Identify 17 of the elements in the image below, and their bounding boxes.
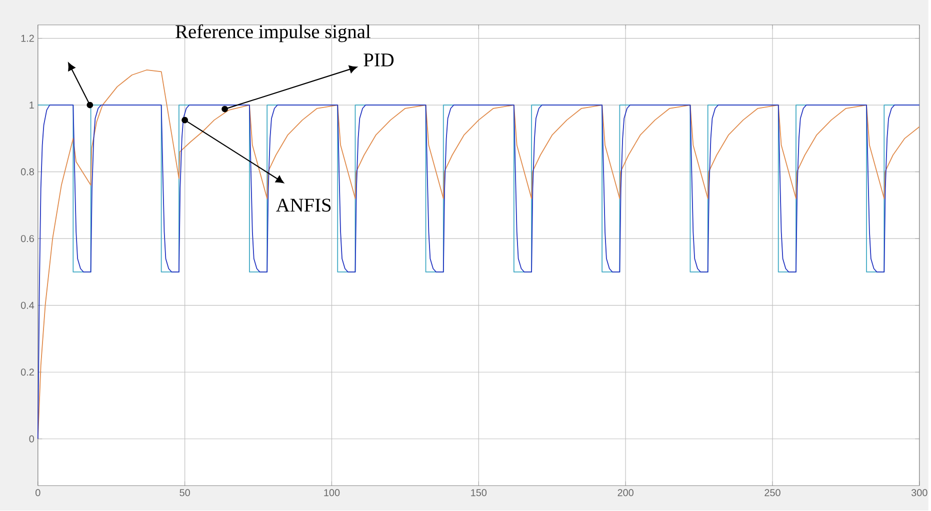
annotation: ANFIS	[276, 198, 331, 212]
y-tick-label: 1	[30, 102, 34, 109]
x-tick-label: 50	[180, 489, 190, 496]
x-tick-label: 100	[324, 489, 340, 496]
y-tick-label: 0.2	[20, 368, 34, 376]
y-tick-label: 0	[29, 436, 34, 443]
y-tick-label: 0.4	[20, 302, 34, 310]
y-tick-label: 0.8	[20, 168, 34, 176]
x-tick-label: 250	[764, 489, 780, 496]
annotation: Reference impulse signal	[176, 24, 370, 42]
y-tick-label: 1.2	[21, 35, 34, 42]
x-tick-label: 0	[36, 489, 40, 496]
annotation: PID	[364, 54, 394, 67]
y-tick-label: 0.6	[20, 235, 34, 242]
x-tick-label: 150	[471, 489, 487, 496]
x-tick-label: 300	[911, 489, 928, 496]
x-tick-label: 200	[618, 489, 634, 496]
